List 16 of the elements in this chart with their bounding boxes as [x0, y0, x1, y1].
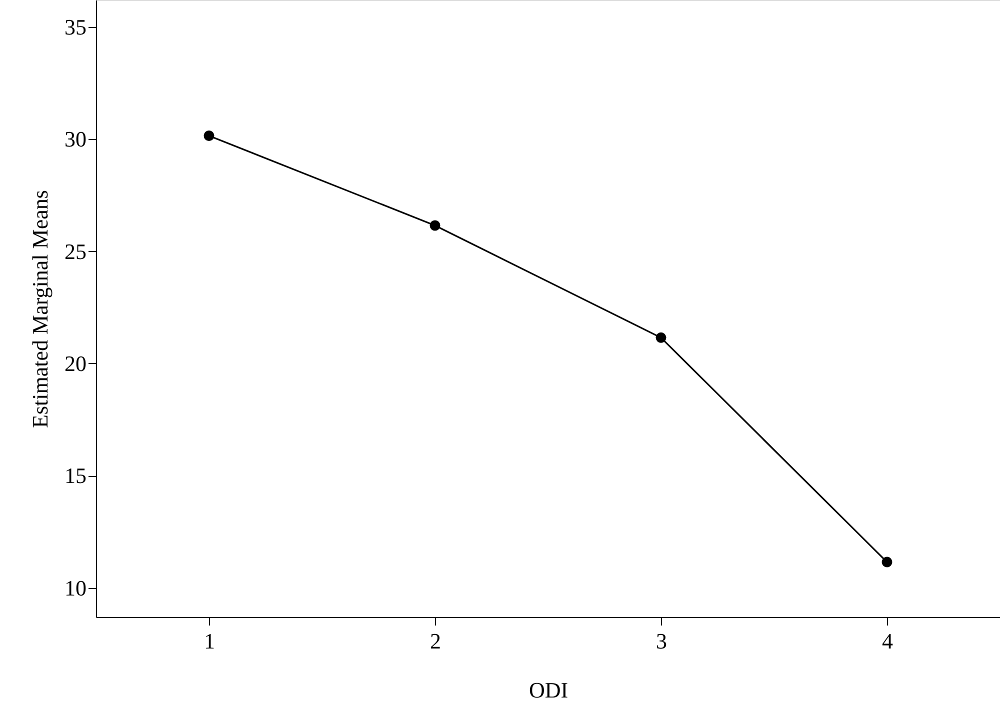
y-tick-label: 15	[64, 463, 86, 488]
point	[656, 332, 666, 343]
y-tick-label: 25	[64, 238, 86, 264]
y-tick-label: 30	[64, 126, 86, 152]
point	[882, 556, 892, 568]
x-tick-label: 3	[656, 628, 667, 654]
y-tick-label: 20	[64, 350, 86, 376]
x-axis-title: ODI	[528, 678, 568, 702]
point	[204, 130, 214, 141]
y-axis-title: Estimated Marginal Means	[28, 190, 52, 428]
point	[430, 220, 440, 231]
y-tick-label: 35	[64, 14, 86, 40]
x-tick-label: 4	[882, 628, 893, 654]
y-tick-label: 10	[64, 575, 86, 600]
x-tick-label: 2	[430, 628, 441, 654]
x-tick-label: 1	[204, 628, 215, 654]
